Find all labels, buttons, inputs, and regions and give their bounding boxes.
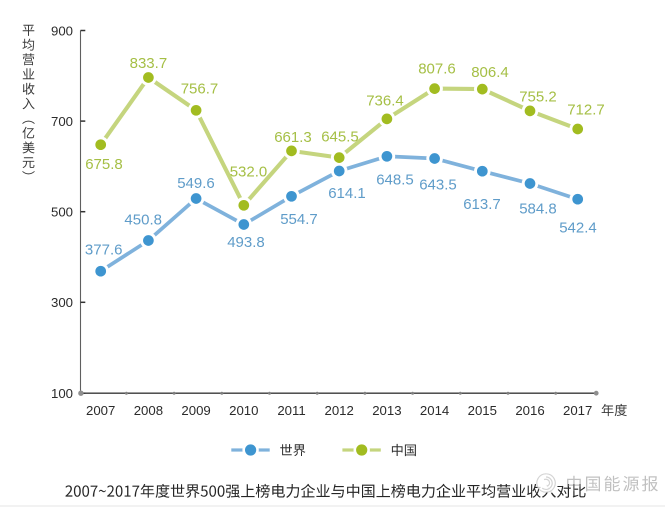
svg-text:2016: 2016: [515, 403, 544, 418]
svg-text:2008: 2008: [134, 403, 163, 418]
svg-text:648.5: 648.5: [376, 172, 414, 189]
svg-text:756.7: 756.7: [181, 81, 219, 98]
svg-text:661.3: 661.3: [274, 129, 312, 146]
svg-text:613.7: 613.7: [463, 196, 501, 213]
svg-text:2017: 2017: [563, 403, 592, 418]
svg-text:833.7: 833.7: [130, 55, 168, 72]
svg-text:2015: 2015: [468, 403, 497, 418]
svg-text:807.6: 807.6: [418, 61, 456, 78]
svg-text:2009: 2009: [181, 403, 210, 418]
svg-text:2007: 2007: [86, 403, 115, 418]
svg-text:700: 700: [51, 114, 73, 129]
svg-text:493.8: 493.8: [227, 234, 265, 251]
svg-text:712.7: 712.7: [567, 102, 605, 119]
svg-text:2011: 2011: [277, 403, 305, 418]
svg-text:2012: 2012: [325, 403, 354, 418]
svg-text:2010: 2010: [229, 403, 258, 418]
svg-text:643.5: 643.5: [419, 177, 457, 194]
svg-text:675.8: 675.8: [85, 156, 123, 173]
svg-text:100: 100: [51, 386, 73, 401]
svg-text:2013: 2013: [372, 403, 401, 418]
svg-text:377.6: 377.6: [85, 242, 123, 259]
svg-text:755.2: 755.2: [519, 89, 557, 106]
svg-text:450.8: 450.8: [124, 212, 162, 229]
svg-text:614.1: 614.1: [328, 185, 366, 202]
svg-text:532.0: 532.0: [230, 164, 268, 181]
svg-text:554.7: 554.7: [280, 211, 318, 228]
svg-text:542.4: 542.4: [559, 220, 597, 237]
svg-text:2014: 2014: [420, 403, 449, 418]
svg-text:500: 500: [51, 205, 73, 220]
svg-text:300: 300: [51, 295, 73, 310]
svg-text:645.5: 645.5: [321, 129, 359, 146]
svg-text:736.4: 736.4: [366, 93, 404, 110]
svg-text:549.6: 549.6: [177, 175, 215, 192]
svg-text:584.8: 584.8: [519, 201, 557, 218]
svg-text:806.4: 806.4: [471, 64, 509, 81]
svg-text:900: 900: [51, 23, 73, 38]
